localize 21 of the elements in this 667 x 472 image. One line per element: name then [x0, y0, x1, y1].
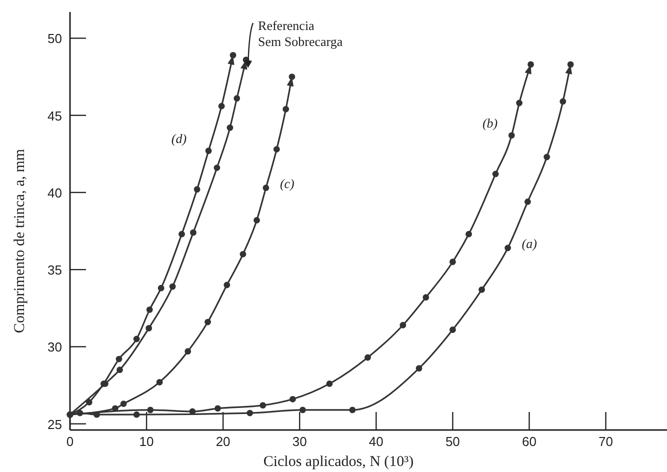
series-label: (b)	[482, 115, 498, 130]
series-label: (a)	[522, 236, 537, 251]
x-tick-label: 0	[66, 434, 74, 449]
y-tick-label: 35	[48, 262, 62, 278]
y-tick-label: 30	[48, 340, 62, 355]
y-tick-label: 25	[48, 416, 62, 432]
y-axis-title: Comprimento de trinca, a, mm	[12, 148, 28, 334]
x-axis-title: Ciclos aplicados, N (10³)	[263, 454, 414, 470]
x-tick-label: 70	[598, 434, 614, 449]
x-tick-label: 30	[292, 434, 307, 449]
series-label: (c)	[280, 176, 294, 191]
x-tick-label: 50	[445, 434, 460, 449]
x-tick-label: 10	[139, 434, 154, 449]
series-label: (d)	[171, 130, 187, 146]
x-tick-label: 60	[522, 434, 536, 449]
y-tick-label: 40	[48, 185, 62, 200]
x-tick-label: 20	[216, 434, 230, 449]
series-label: Referencia Sem Sobrecarga	[258, 18, 343, 49]
x-tick-label: 40	[368, 434, 384, 449]
y-tick-label: 50	[48, 31, 62, 46]
y-tick-label: 45	[48, 108, 62, 124]
